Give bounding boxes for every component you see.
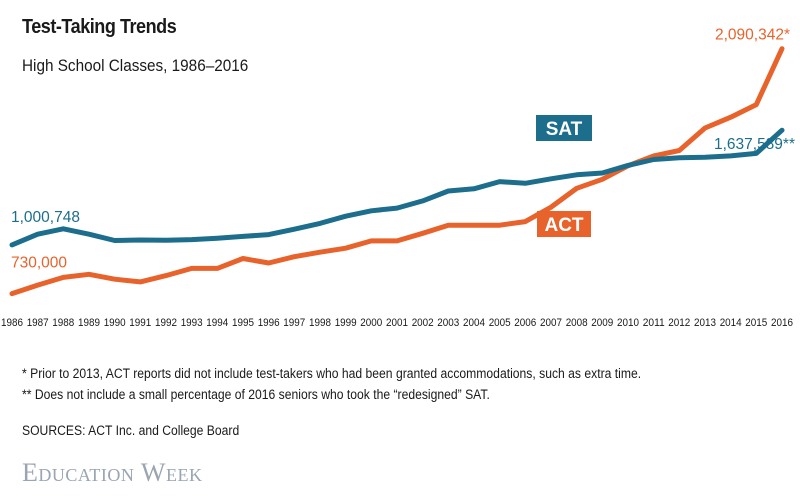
x-tick-label: 1996 [258,317,280,329]
series-line-sat [9,127,785,248]
x-tick-label: 1994 [206,317,228,329]
x-tick-label: 2010 [617,317,639,329]
sat-end-value-label: 1,637,589** [714,136,795,153]
x-tick-label: 2008 [566,317,588,329]
act-end-value-label: 2,090,342* [715,27,790,44]
act-series-tag-box [537,211,591,237]
x-tick-label: 2012 [668,317,690,329]
sources-note: SOURCES: ACT Inc. and College Board [22,423,240,438]
sat-start-value-label: 1,000,748 [11,209,80,226]
line-chart: 1986 1987 1988 1989 1990 1991 1992 1993 1994 1995… [1,27,795,329]
x-tick-label: 2001 [386,317,408,329]
x-tick-label: 1998 [309,317,331,329]
x-tick-label: 2002 [412,317,434,329]
x-tick-label: 2013 [694,317,716,329]
sat-series-tag-box [536,115,592,141]
x-tick-label: 2006 [514,317,536,329]
x-tick-label: 1988 [52,317,74,329]
x-tick-label: 1997 [283,317,305,329]
footnote-act: * Prior to 2013, ACT reports did not inc… [22,366,642,381]
x-tick-label: 2003 [437,317,459,329]
x-tick-label: 2005 [489,317,511,329]
chart-subtitle: High School Classes, 1986–2016 [22,56,249,75]
x-tick-label: 1993 [181,317,203,329]
x-tick-label: 2016 [771,317,793,329]
chart-title: Test-Taking Trends [22,16,177,38]
x-tick-label: 2007 [540,317,562,329]
x-tick-label: 2004 [463,317,485,329]
x-tick-label: 2000 [360,317,382,329]
x-tick-label: 1987 [27,317,49,329]
act-series-tag-label: ACT [544,215,583,236]
x-tick-label: 1989 [78,317,100,329]
x-tick-label: 1986 [1,317,23,329]
act-start-value-label: 730,000 [11,255,67,272]
sat-series-tag-label: SAT [546,119,583,140]
x-tick-label: 1992 [155,317,177,329]
x-tick-label: 2014 [720,317,742,329]
sat-series-tag: SAT [536,115,592,141]
series-line-act [9,46,785,297]
footnote-sat: ** Does not include a small percentage o… [22,387,490,402]
x-tick-label: 2009 [591,317,613,329]
act-series-tag: ACT [537,211,591,237]
publisher-logo: Education Week [22,458,203,487]
x-tick-label: 1999 [335,317,357,329]
x-tick-label: 2015 [745,317,767,329]
x-tick-label: 1995 [232,317,254,329]
x-tick-label: 2011 [643,317,665,329]
x-tick-label: 1990 [104,317,126,329]
x-tick-label: 1991 [129,317,151,329]
